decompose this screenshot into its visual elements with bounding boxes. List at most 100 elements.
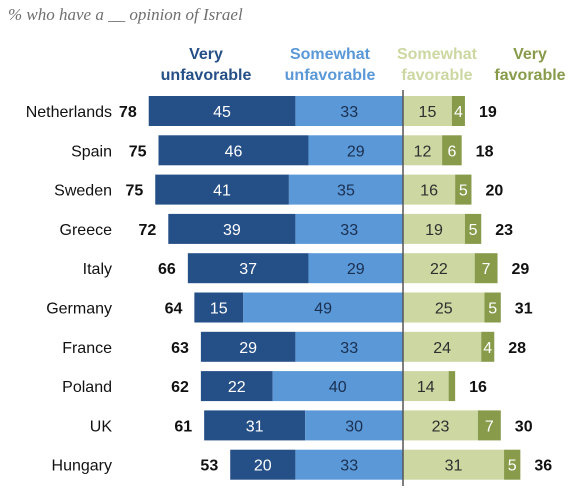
bar-somewhat-favorable-france (403, 331, 482, 362)
bar-very-favorable-netherlands (451, 96, 465, 126)
favorable-total-spain: 18 (476, 143, 494, 160)
header-very-favorable-line2: favorable (494, 67, 565, 84)
category-label-germany: Germany (46, 301, 112, 318)
value-label-somewhat-unfavorable-hungary: 33 (340, 458, 358, 475)
bar-somewhat-unfavorable-uk (305, 410, 403, 441)
bar-somewhat-favorable-sweden (403, 174, 456, 205)
bar-somewhat-unfavorable-poland (272, 371, 403, 402)
bar-somewhat-unfavorable-france (295, 331, 403, 362)
category-label-greece: Greece (60, 222, 113, 239)
value-label-very-unfavorable-sweden: 41 (213, 183, 231, 200)
bar-somewhat-favorable-poland (403, 371, 449, 402)
bar-very-favorable-sweden (455, 174, 472, 205)
unfavorable-total-spain: 75 (129, 143, 147, 160)
unfavorable-total-italy: 66 (158, 261, 176, 278)
favorable-total-greece: 23 (495, 222, 513, 239)
value-label-somewhat-favorable-spain: 12 (414, 143, 432, 160)
bar-very-unfavorable-uk (204, 410, 306, 441)
bar-very-unfavorable-greece (168, 213, 296, 244)
value-label-somewhat-unfavorable-sweden: 35 (337, 183, 355, 200)
value-label-very-unfavorable-spain: 46 (225, 143, 243, 160)
category-label-netherlands: Netherlands (26, 104, 112, 121)
bar-very-unfavorable-sweden (155, 174, 289, 205)
header-very-favorable-line1: Very (513, 46, 547, 63)
bar-somewhat-favorable-greece (403, 213, 465, 244)
value-label-somewhat-favorable-germany: 25 (435, 301, 453, 318)
bar-very-favorable-greece (464, 213, 482, 244)
value-label-somewhat-unfavorable-greece: 33 (340, 222, 358, 239)
header-very-unfavorable-line1: Very (189, 46, 223, 63)
bar-very-favorable-uk (477, 410, 501, 441)
unfavorable-total-germany: 64 (165, 301, 183, 318)
category-label-sweden: Sweden (54, 183, 112, 200)
value-label-somewhat-unfavorable-germany: 49 (314, 301, 332, 318)
favorable-total-uk: 30 (515, 418, 533, 435)
header-somewhat-unfavorable-line2: unfavorable (285, 67, 376, 84)
bar-somewhat-unfavorable-italy (308, 253, 403, 284)
bar-somewhat-unfavorable-spain (308, 135, 403, 166)
favorable-total-hungary: 36 (534, 458, 552, 475)
value-label-very-unfavorable-hungary: 20 (254, 458, 272, 475)
value-label-somewhat-favorable-netherlands: 15 (419, 104, 437, 121)
legend-headers: Very unfavorable Somewhat unfavorable So… (161, 46, 566, 84)
value-label-somewhat-favorable-italy: 22 (430, 261, 448, 278)
bar-very-unfavorable-spain (158, 135, 309, 166)
unfavorable-total-uk: 61 (174, 418, 192, 435)
bar-very-favorable-italy (474, 253, 498, 284)
value-label-very-favorable-france: 4 (483, 340, 492, 357)
value-label-very-unfavorable-poland: 22 (228, 379, 246, 396)
value-label-very-unfavorable-france: 29 (239, 340, 257, 357)
category-label-poland: Poland (62, 379, 112, 396)
bar-somewhat-unfavorable-netherlands (295, 96, 403, 126)
category-label-italy: Italy (83, 261, 112, 278)
value-label-somewhat-favorable-sweden: 16 (420, 183, 438, 200)
value-label-very-favorable-italy: 7 (482, 261, 491, 278)
value-label-somewhat-favorable-hungary: 31 (445, 458, 463, 475)
value-label-somewhat-unfavorable-netherlands: 33 (340, 104, 358, 121)
bar-very-favorable-poland (448, 371, 456, 402)
bar-somewhat-favorable-spain (403, 135, 443, 166)
bar-somewhat-favorable-italy (403, 253, 475, 284)
value-label-very-favorable-germany: 5 (488, 301, 497, 318)
bar-somewhat-favorable-germany (403, 292, 485, 323)
favorable-total-poland: 16 (469, 379, 487, 396)
bar-somewhat-unfavorable-greece (295, 213, 403, 244)
category-label-hungary: Hungary (52, 458, 112, 475)
value-label-very-favorable-spain: 6 (447, 143, 456, 160)
unfavorable-total-hungary: 53 (200, 458, 218, 475)
value-label-very-unfavorable-italy: 37 (239, 261, 257, 278)
value-label-very-favorable-sweden: 5 (459, 183, 468, 200)
value-label-somewhat-unfavorable-italy: 29 (347, 261, 365, 278)
bar-somewhat-favorable-uk (403, 410, 478, 441)
bar-very-unfavorable-hungary (230, 449, 296, 480)
bar-very-favorable-hungary (504, 449, 521, 480)
unfavorable-total-poland: 62 (171, 379, 189, 396)
favorable-total-france: 28 (508, 340, 526, 357)
header-somewhat-favorable-line2: favorable (401, 67, 472, 84)
value-label-very-favorable-greece: 5 (469, 222, 478, 239)
value-label-very-unfavorable-germany: 15 (210, 301, 228, 318)
bar-somewhat-favorable-netherlands (403, 96, 452, 126)
bar-very-unfavorable-netherlands (148, 96, 296, 126)
header-somewhat-unfavorable-line1: Somewhat (290, 46, 371, 63)
bar-very-favorable-spain (442, 135, 462, 166)
value-label-very-favorable-uk: 7 (485, 418, 494, 435)
chart-subtitle: % who have a __ opinion of Israel (8, 5, 243, 24)
value-label-somewhat-unfavorable-uk: 30 (345, 418, 363, 435)
value-label-very-unfavorable-greece: 39 (223, 222, 241, 239)
value-label-somewhat-favorable-uk: 23 (432, 418, 450, 435)
value-label-very-favorable-netherlands: 4 (454, 104, 463, 121)
bar-somewhat-unfavorable-sweden (288, 174, 403, 205)
value-label-somewhat-unfavorable-france: 33 (340, 340, 358, 357)
value-label-somewhat-favorable-poland: 14 (417, 379, 435, 396)
value-label-very-unfavorable-netherlands: 45 (213, 104, 231, 121)
bar-very-unfavorable-italy (187, 253, 309, 284)
value-label-somewhat-favorable-greece: 19 (425, 222, 443, 239)
value-label-somewhat-unfavorable-poland: 40 (329, 379, 347, 396)
value-label-somewhat-favorable-france: 24 (433, 340, 451, 357)
bar-very-unfavorable-germany (194, 292, 244, 323)
bar-very-favorable-germany (484, 292, 501, 323)
favorable-total-germany: 31 (515, 301, 533, 318)
